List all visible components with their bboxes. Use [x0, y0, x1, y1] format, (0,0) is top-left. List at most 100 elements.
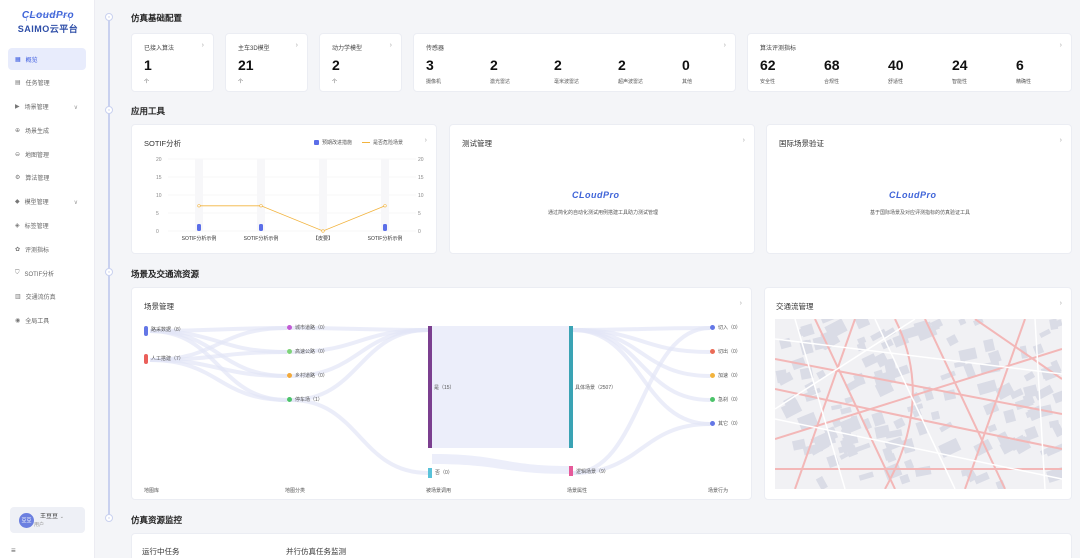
node-label: 切出（0） — [718, 349, 741, 355]
menu-collapse-icon[interactable]: ≡ — [11, 546, 16, 555]
map-building — [1045, 443, 1062, 457]
map-building — [987, 423, 998, 433]
sidebar-item-3[interactable]: ⊕ 场景生成 — [8, 119, 86, 141]
sankey-node[interactable]: 是（15） — [434, 384, 455, 391]
map-building — [791, 438, 807, 451]
sidebar-item-11[interactable]: ◉ 全局工具 — [8, 310, 86, 332]
sankey-node-bar[interactable] — [144, 326, 148, 336]
chevron-right-icon[interactable]: › — [424, 137, 427, 144]
traffic-flow-card[interactable]: 交通流管理 › — [764, 287, 1072, 500]
sidebar-item-0[interactable]: ▦ 概览 — [8, 48, 86, 70]
line-point[interactable] — [321, 229, 325, 233]
legend-danger-label: 是否危险场景 — [373, 140, 404, 146]
map-building — [1023, 371, 1036, 382]
sankey-node-bar[interactable] — [428, 326, 432, 448]
scene-title: 场景管理 — [144, 302, 174, 311]
sankey-node[interactable]: 切出（0） — [710, 348, 741, 355]
stat-card-3d-model[interactable]: 主车3D模型 › 21 个 — [225, 33, 308, 92]
sidebar-item-5[interactable]: ⚙ 算法管理 — [8, 167, 86, 189]
chevron-right-icon[interactable]: › — [1059, 300, 1062, 307]
sidebar-item-1[interactable]: ▤ 任务管理 — [8, 72, 86, 94]
stat-card-dynamics[interactable]: 动力学模型 › 2 个 — [319, 33, 402, 92]
sidebar-item-4[interactable]: ⊖ 地图管理 — [8, 143, 86, 165]
sankey-node[interactable]: 逻辑场景（9） — [576, 468, 609, 475]
stat-label: 安全性 — [760, 79, 776, 85]
sidebar-item-9[interactable]: ⛉ SOTIF分析 — [8, 262, 86, 284]
stat-title: 动力学模型 — [332, 46, 363, 52]
sankey-axis-label: 地图分类 — [285, 488, 306, 494]
bar[interactable] — [197, 224, 201, 231]
stat-title: 已接入算法 — [144, 46, 175, 52]
node-label: 逻辑场景（9） — [576, 469, 609, 475]
sankey-flow — [572, 422, 711, 475]
sankey-node[interactable]: 加速（0） — [710, 372, 741, 379]
sankey-node-bar[interactable] — [428, 468, 432, 478]
stat-label: 精确性 — [1016, 79, 1032, 85]
map-building — [940, 370, 956, 381]
sidebar-item-8[interactable]: ✿ 评测指标 — [8, 238, 86, 260]
sankey-node[interactable]: 人工搭建（7） — [151, 355, 184, 362]
bar[interactable] — [259, 224, 263, 231]
chevron-right-icon[interactable]: › — [1059, 137, 1062, 144]
bar-background — [381, 159, 389, 231]
sankey-node[interactable]: 乡村道路（0） — [287, 372, 328, 379]
node-label: 城市道路（0） — [295, 325, 328, 331]
sankey-node[interactable]: 具体场景（2507） — [575, 384, 616, 391]
chevron-right-icon[interactable]: › — [739, 300, 742, 307]
sankey-node[interactable]: 路采数据（8） — [151, 326, 184, 333]
chevron-right-icon[interactable]: › — [295, 42, 298, 49]
map-building — [1032, 343, 1045, 356]
user-card[interactable]: 豆豆 王豆豆 ⌄ 用户 — [10, 507, 85, 533]
sotif-card[interactable]: SOTIF分析 › 预期改进措施 是否危险场景 0 0 5 5 10 10 15 15 20 20… — [131, 124, 437, 254]
logo[interactable]: CLoudPro SAIMO云平台 — [14, 10, 82, 35]
intl-scenario-card[interactable]: 国际场景验证 › CLoudPro 基于国际场景及对应评测指标的仿真验证工具 — [766, 124, 1072, 254]
chevron-down-icon[interactable]: ∨ — [73, 104, 78, 111]
sankey-node[interactable]: 急刹（0） — [710, 396, 741, 403]
sankey-flow — [290, 328, 429, 402]
line-point[interactable] — [197, 204, 201, 208]
stat-card-eval[interactable]: 算法评测指标 › 62 安全性 68 合规性 40 舒适性 24 智能性 6 精确性 — [747, 33, 1072, 92]
sidebar-item-10[interactable]: ▥ 交通流仿真 — [8, 286, 86, 308]
sankey-node[interactable]: 城市道路（0） — [287, 324, 328, 331]
test-management-card[interactable]: 测试管理 › CLoudPro 通过简化的自动化测试用例搭建工具助力测试管理 — [449, 124, 755, 254]
sankey-node-bar[interactable] — [144, 354, 148, 364]
bar[interactable] — [383, 224, 387, 231]
stat-card-algorithm[interactable]: 已接入算法 › 1 个 — [131, 33, 214, 92]
node-label: 具体场景（2507） — [575, 385, 617, 391]
sankey-node[interactable]: 否（0） — [435, 469, 453, 476]
stat-card-sensors[interactable]: 传感器 › 3 摄像机 2 激光雷达 2 毫米波雷达 2 超声波雷达 0 其他 — [413, 33, 736, 92]
sidebar-item-label: SOTIF分析 — [24, 271, 55, 278]
sidebar-item-7[interactable]: ◈ 标签管理 — [8, 215, 86, 237]
stat-unit: 个 — [332, 79, 338, 85]
sidebar-item-6[interactable]: ◆ 模型管理 ∨ — [8, 191, 86, 213]
sankey-node-bar[interactable] — [569, 466, 573, 476]
map-building — [964, 468, 978, 483]
stat-title: 算法评测指标 — [760, 46, 797, 52]
sankey-node[interactable]: 切入（0） — [710, 324, 741, 331]
sankey-node[interactable]: 其它（0） — [710, 420, 741, 427]
map-building — [839, 452, 849, 460]
map-road — [884, 319, 914, 489]
test-title: 测试管理 — [462, 139, 492, 148]
line-point[interactable] — [259, 204, 263, 208]
chevron-right-icon[interactable]: › — [723, 42, 726, 49]
chevron-right-icon[interactable]: › — [389, 42, 392, 49]
chevron-down-icon[interactable]: ⌄ — [59, 513, 64, 520]
chevron-right-icon[interactable]: › — [742, 137, 745, 144]
traffic-map[interactable] — [775, 319, 1062, 489]
sankey-node-bar[interactable] — [569, 326, 573, 448]
line-point[interactable] — [383, 204, 387, 208]
user-info: 王豆豆 ⌄ 用户 — [34, 513, 64, 528]
stat-label: 其他 — [682, 79, 693, 85]
sankey-node[interactable]: 高速公路（0） — [287, 348, 328, 355]
sidebar-item-2[interactable]: ▶ 场景管理 ∨ — [8, 96, 86, 118]
sankey-node[interactable]: 停车场（1） — [287, 396, 323, 403]
stat-value: 6 — [1016, 57, 1024, 73]
y-tick-left: 20 — [156, 157, 162, 163]
scene-management-card[interactable]: 场景管理 › 路采数据（8） 人工搭建（7） 城市道路（0） 高速公路（0） 乡村道路（… — [131, 287, 752, 500]
chevron-down-icon[interactable]: ∨ — [73, 199, 78, 206]
chevron-right-icon[interactable]: › — [201, 42, 204, 49]
map-building — [850, 415, 858, 423]
map-building — [871, 411, 886, 427]
chevron-right-icon[interactable]: › — [1059, 42, 1062, 49]
